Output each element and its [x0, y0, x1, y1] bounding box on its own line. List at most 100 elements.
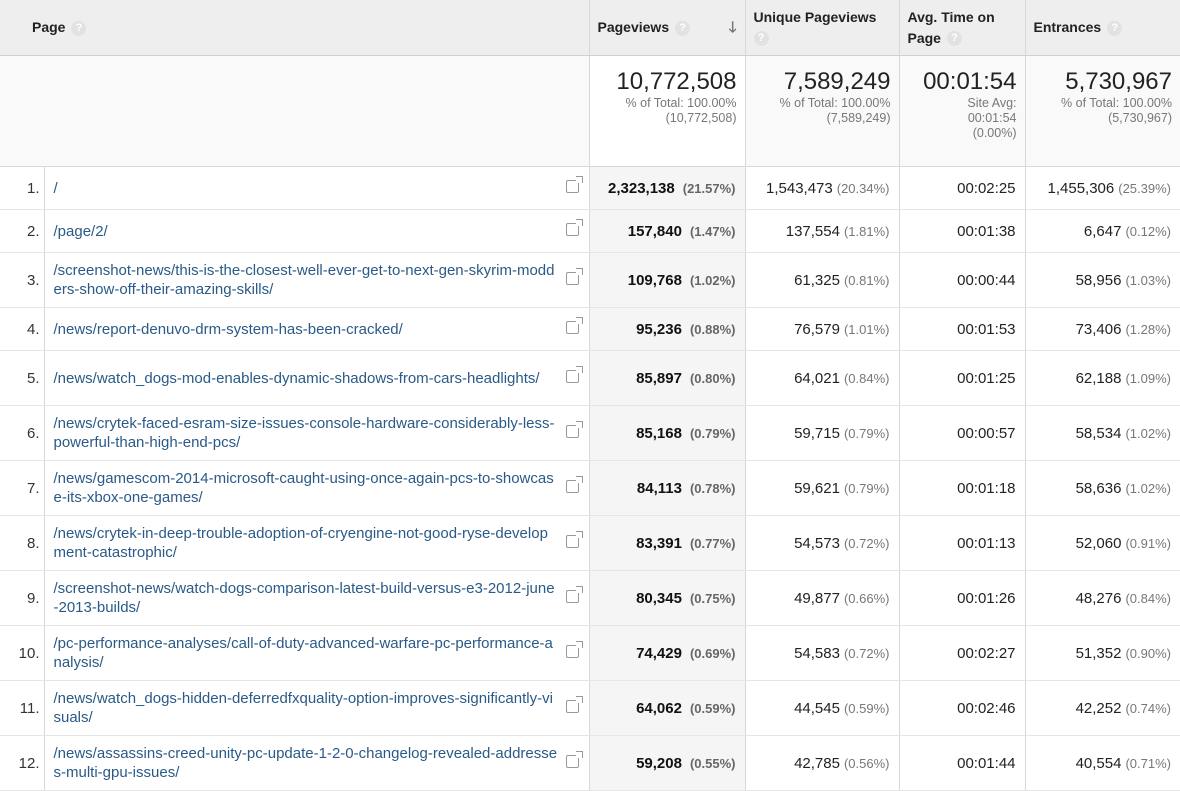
page-link[interactable]: /screenshot-news/this-is-the-closest-wel…: [53, 262, 555, 298]
totals-avg-time-label: Site Avg:: [967, 96, 1017, 110]
page-link[interactable]: /news/gamescom-2014-microsoft-caught-usi…: [53, 470, 554, 506]
avg-time-cell: 00:02:46: [898, 680, 1025, 736]
entrances-value: 58,636: [1075, 479, 1122, 497]
row-index: 2.: [0, 209, 44, 253]
entrances-value: 51,352: [1075, 644, 1122, 662]
entrances-percent: (0.12%): [1125, 223, 1171, 239]
unique-pageviews-cell: 54,573 (0.72%): [744, 515, 899, 571]
row-index: 12.: [0, 735, 44, 791]
page-cell: /news/assassins-creed-unity-pc-update-1-…: [43, 735, 589, 791]
page-link[interactable]: /news/report-denuvo-drm-system-has-been-…: [53, 320, 403, 338]
unique-pageviews-percent: (20.34%): [836, 180, 890, 196]
page-link[interactable]: /screenshot-news/watch-dogs-comparison-l…: [53, 580, 555, 616]
page-cell: /screenshot-news/this-is-the-closest-wel…: [43, 252, 589, 308]
pageviews-cell: 80,345 (0.75%): [588, 570, 745, 626]
sort-descending-icon[interactable]: 🡓: [728, 19, 737, 36]
page-cell: /news/watch_dogs-mod-enables-dynamic-sha…: [43, 350, 589, 406]
row-index: 10.: [0, 625, 44, 681]
pageviews-value: 157,840: [627, 222, 682, 240]
open-in-new-window-icon[interactable]: [565, 317, 583, 334]
entrances-percent: (1.02%): [1125, 480, 1171, 496]
pageviews-percent: (1.47%): [689, 223, 736, 239]
entrances-cell: 58,956 (1.03%): [1024, 252, 1180, 308]
open-in-new-window-icon[interactable]: [565, 586, 583, 603]
pageviews-cell: 84,113 (0.78%): [588, 460, 745, 516]
help-icon[interactable]: ?: [71, 20, 87, 36]
pageviews-value: 109,768: [627, 271, 682, 289]
unique-pageviews-value: 61,325: [794, 271, 840, 289]
open-in-new-window-icon[interactable]: [565, 696, 583, 713]
entrances-percent: (0.84%): [1125, 590, 1171, 606]
pageviews-percent: (21.57%): [682, 180, 736, 196]
entrances-percent: (0.90%): [1125, 645, 1171, 661]
column-header-avg-time[interactable]: Avg. Time on Page?: [898, 0, 1025, 56]
help-icon[interactable]: ?: [946, 31, 962, 47]
page-cell: /news/gamescom-2014-microsoft-caught-usi…: [43, 460, 589, 516]
entrances-percent: (1.28%): [1125, 321, 1171, 337]
totals-unique-pageviews: 7,589,249 % of Total: 100.00% (7,589,249…: [744, 55, 899, 167]
entrances-value: 42,252: [1075, 699, 1122, 717]
open-in-new-window-icon[interactable]: [565, 531, 583, 548]
column-header-unique-pageviews[interactable]: Unique Pageviews?: [744, 0, 899, 56]
avg-time-cell: 00:01:13: [898, 515, 1025, 571]
pageviews-value: 80,345: [636, 589, 682, 607]
unique-pageviews-percent: (0.56%): [843, 755, 890, 771]
pageviews-value: 95,236: [636, 320, 682, 338]
page-cell: /: [43, 166, 589, 210]
help-icon[interactable]: ?: [1107, 20, 1123, 36]
page-cell: /page/2/: [43, 209, 589, 253]
unique-pageviews-cell: 54,583 (0.72%): [744, 625, 899, 681]
totals-avg-time-diff: (0.00%): [972, 126, 1017, 140]
page-link[interactable]: /news/crytek-faced-esram-size-issues-con…: [53, 415, 555, 451]
column-header-unique-pageviews-label: Unique Pageviews: [753, 8, 877, 25]
entrances-cell: 6,647 (0.12%): [1024, 209, 1180, 253]
open-in-new-window-icon[interactable]: [565, 641, 583, 658]
open-in-new-window-icon[interactable]: [565, 751, 583, 768]
open-in-new-window-icon[interactable]: [565, 366, 583, 383]
row-index: 9.: [0, 570, 44, 626]
column-header-page[interactable]: Page?: [0, 0, 589, 56]
open-in-new-window-icon[interactable]: [565, 476, 583, 493]
page-cell: /pc-performance-analyses/call-of-duty-ad…: [43, 625, 589, 681]
totals-entrances-share: % of Total: 100.00%: [1061, 96, 1172, 110]
help-icon[interactable]: ?: [675, 20, 691, 36]
totals-entrances-value: 5,730,967: [1065, 68, 1172, 95]
help-icon[interactable]: ?: [753, 31, 769, 47]
column-header-entrances[interactable]: Entrances?: [1024, 0, 1180, 56]
pageviews-cell: 95,236 (0.88%): [588, 307, 745, 351]
page-link[interactable]: /news/watch_dogs-hidden-deferredfxqualit…: [53, 690, 553, 726]
page-link[interactable]: /news/assassins-creed-unity-pc-update-1-…: [53, 745, 558, 781]
totals-pageviews-value: 10,772,508: [616, 68, 737, 95]
unique-pageviews-cell: 61,325 (0.81%): [744, 252, 899, 308]
table-row: 5. /news/watch_dogs-mod-enables-dynamic-s…: [0, 350, 1180, 406]
open-in-new-window-icon[interactable]: [565, 421, 583, 438]
table-row: 7./news/gamescom-2014-microsoft-caught-u…: [0, 460, 1180, 516]
unique-pageviews-percent: (0.72%): [843, 645, 890, 661]
open-in-new-window-icon[interactable]: [565, 219, 583, 236]
pageviews-cell: 59,208 (0.55%): [588, 735, 745, 791]
pageviews-value: 2,323,138: [608, 179, 675, 197]
unique-pageviews-value: 59,715: [794, 424, 840, 442]
totals-unique-share: % of Total: 100.00%: [779, 96, 891, 110]
entrances-cell: 73,406 (1.28%): [1024, 307, 1180, 351]
page-link[interactable]: /news/watch_dogs-mod-enables-dynamic-sha…: [53, 369, 540, 387]
open-in-new-window-icon[interactable]: [565, 176, 583, 193]
page-link[interactable]: /: [53, 179, 58, 197]
unique-pageviews-percent: (0.79%): [843, 425, 890, 441]
unique-pageviews-cell: 44,545 (0.59%): [744, 680, 899, 736]
page-link[interactable]: /news/crytek-in-deep-trouble-adoption-of…: [53, 525, 548, 561]
column-header-pageviews[interactable]: Pageviews? 🡓: [588, 0, 745, 56]
pageviews-cell: 109,768 (1.02%): [588, 252, 745, 308]
avg-time-cell: 00:01:44: [898, 735, 1025, 791]
totals-entrances: 5,730,967 % of Total: 100.00% (5,730,967…: [1024, 55, 1180, 167]
page-link[interactable]: /pc-performance-analyses/call-of-duty-ad…: [53, 635, 553, 671]
page-link[interactable]: /page/2/: [53, 222, 108, 240]
entrances-cell: 48,276 (0.84%): [1024, 570, 1180, 626]
totals-unique-absolute: (7,589,249): [826, 111, 891, 125]
unique-pageviews-value: 76,579: [794, 320, 840, 338]
entrances-value: 48,276: [1075, 589, 1122, 607]
entrances-cell: 58,534 (1.02%): [1024, 405, 1180, 461]
totals-avg-time-site: 00:01:54: [967, 111, 1017, 125]
open-in-new-window-icon[interactable]: [565, 268, 583, 285]
avg-time-cell: 00:01:18: [898, 460, 1025, 516]
